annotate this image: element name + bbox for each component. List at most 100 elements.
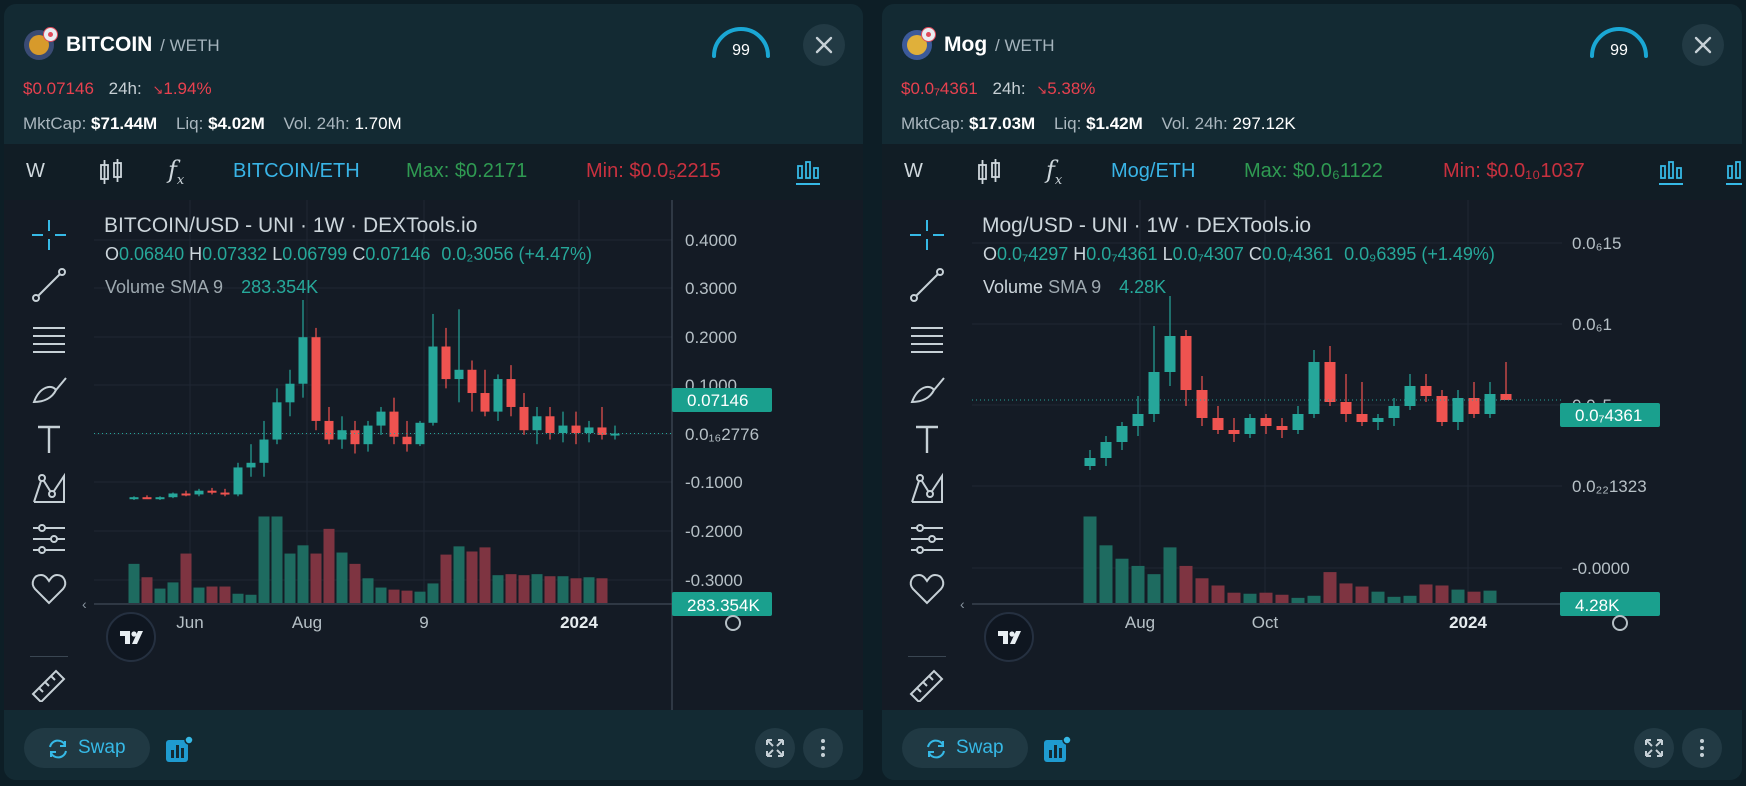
ruler-icon[interactable] [908,668,946,702]
ohlc-readout: O0.0₇4297 H0.0₇4361 L0.0₇4307 C0.0₇4361 … [983,244,1495,265]
volume-bar [1435,585,1449,603]
open-label: O [983,244,998,264]
fib-retracement-icon[interactable] [908,322,946,356]
interval-selector[interactable]: W [26,160,45,182]
swap-button[interactable]: Swap [902,728,1028,768]
settings-gear-icon[interactable] [1612,615,1628,631]
candle-body [298,337,308,384]
y-tick-label: 0.0₂₂1323 [1572,477,1647,496]
candle-body [311,337,321,421]
y-tick-label: 0.4000 [685,231,737,250]
candle-body [1468,398,1480,414]
tradingview-logo[interactable] [984,612,1034,662]
stats-chart-icon[interactable] [164,734,194,764]
volume-bar [1483,590,1497,603]
high-label: H [1073,244,1087,264]
crosshair-icon[interactable] [908,218,946,252]
volume-sma-label: SMA 9 [1048,277,1102,297]
text-tool-icon[interactable] [908,422,946,456]
x-tick-label: Oct [1252,613,1279,632]
candle-body [1100,442,1112,458]
collapse-chevron-icon[interactable]: ‹ [82,596,87,612]
volume-bar [583,577,595,603]
pattern-tool-icon[interactable] [30,472,68,506]
score-gauge[interactable]: 99 [1586,24,1652,66]
chart-area[interactable]: ‹ 0.4000 0.3000 0.2000 0.1000 0.0₁₆2776 -0.10… [4,200,863,710]
candle-body [389,411,399,437]
candle-body [415,422,425,445]
price-chart[interactable]: 0.40000.30000.20000.10000.0₁₆2776-0.1000… [94,200,863,710]
token-panel-bitcoin: BITCOIN / WETH 99 $0.07146 24h: ↘1.94% M… [4,4,863,780]
open-value: 0.0₇4297 [997,244,1069,264]
fib-retracement-icon[interactable] [30,322,68,356]
interval-selector[interactable]: W [904,160,923,182]
text-tool-icon[interactable] [30,422,68,456]
chart-indicators-icon[interactable] [1657,158,1685,186]
price-value: $0.0₇4361 [901,79,978,98]
volume-tag-label: 4.28K [1575,596,1620,615]
token-title[interactable]: Mog / WETH [944,33,1055,57]
candle-body [558,425,568,434]
ruler-icon[interactable] [30,668,68,702]
pair-switch-button[interactable]: Mog/ETH [1111,160,1196,182]
close-button[interactable] [1682,24,1724,66]
pattern-tool-icon[interactable] [908,472,946,506]
volume-bar [1451,589,1465,603]
mktcap-label: MktCap: [23,114,87,133]
volume-bar [1259,592,1273,603]
price-chart[interactable]: 0.0₆150.0₆10.0₆50.0₂₂1323-0.0000AugOct20… [972,200,1742,710]
crosshair-icon[interactable] [30,218,68,252]
volume-bar [232,593,244,603]
trend-line-icon[interactable] [30,268,68,302]
favorite-heart-icon[interactable] [30,572,68,606]
volume-bar [323,528,335,603]
candle-body [1436,396,1448,422]
prediction-tool-icon[interactable] [30,522,68,556]
brush-icon[interactable] [30,372,68,406]
favorite-heart-icon[interactable] [908,572,946,606]
vol-value: 297.12K [1232,114,1296,133]
settings-gear-icon[interactable] [725,615,741,631]
market-stats-row: MktCap: $17.03M Liq: $1.42M Vol. 24h: 29… [901,114,1296,134]
vol-label: Vol. 24h: [1161,114,1228,133]
panel-footer: Swap [882,710,1742,780]
tradingview-icon [120,631,143,644]
candle-type-icon[interactable] [976,158,1002,186]
brush-icon[interactable] [908,372,946,406]
candle-body [324,420,334,440]
token-name: Mog [944,33,988,56]
tradingview-logo[interactable] [106,612,156,662]
score-gauge[interactable]: 99 [708,24,774,66]
volume-bar [1307,595,1321,603]
chart-indicators-icon[interactable] [794,158,822,186]
x-tick-label: 9 [419,613,428,632]
candle-body [129,497,139,500]
swap-button[interactable]: Swap [24,728,150,768]
drawing-tools-sidebar: ‹ [882,200,972,710]
candle-body [493,379,503,412]
close-button[interactable] [803,24,845,66]
chart-area[interactable]: ‹ 0.0₆150.0₆10.0₆50.0₂₂1323-0.0000AugOct… [882,200,1742,710]
candle-type-icon[interactable] [98,158,124,186]
more-options-button[interactable] [1682,728,1722,768]
pair-switch-button[interactable]: BITCOIN/ETH [233,160,360,182]
prediction-tool-icon[interactable] [908,522,946,556]
x-tick-label: Aug [292,613,322,632]
token-title[interactable]: BITCOIN / WETH [66,33,220,57]
volume-bar [401,590,413,603]
trend-line-icon[interactable] [908,268,946,302]
candle-body [519,406,529,431]
collapse-chevron-icon[interactable]: ‹ [960,596,965,612]
expand-button[interactable] [755,728,795,768]
more-options-button[interactable] [803,728,843,768]
chart-indicators-icon-overflow[interactable] [1724,158,1742,186]
indicators-fx-icon[interactable]: fx [1046,156,1063,188]
price-row: $0.07146 24h: ↘1.94% [23,79,212,99]
chain-badge-icon [921,27,936,42]
stats-chart-icon[interactable] [1042,734,1072,764]
expand-button[interactable] [1634,728,1674,768]
candle-body [350,430,360,445]
volume-bar [1323,572,1337,603]
indicators-fx-icon[interactable]: fx [168,156,185,188]
kebab-menu-icon [821,739,825,757]
